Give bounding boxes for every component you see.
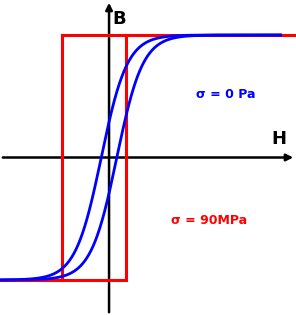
Text: σ = 0 Pa: σ = 0 Pa xyxy=(196,88,256,101)
Text: B: B xyxy=(113,10,126,28)
Text: H: H xyxy=(272,130,287,148)
Text: σ = 90MPa: σ = 90MPa xyxy=(171,214,247,227)
